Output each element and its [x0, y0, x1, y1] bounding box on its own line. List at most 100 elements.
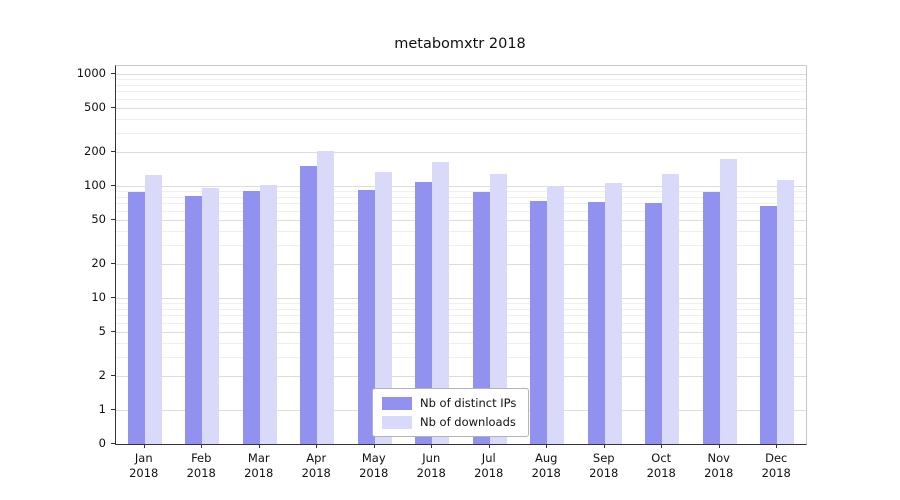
x-axis-tick-label: Aug 2018	[531, 451, 561, 480]
x-axis-tick-label: Oct 2018	[646, 451, 676, 480]
x-axis-tick-label: Dec 2018	[761, 451, 791, 480]
x-axis-tick-label: Jul 2018	[474, 451, 504, 480]
minor-gridline	[116, 315, 806, 317]
bar-downloads	[547, 186, 565, 444]
y-axis-tick-mark	[111, 106, 115, 108]
y-axis-tick-mark	[111, 409, 115, 410]
major-gridline	[116, 219, 806, 221]
x-axis-tick-label: Jun 2018	[416, 451, 446, 480]
y-axis-tick-mark	[111, 443, 115, 444]
bar-downloads	[202, 187, 220, 444]
legend-entry-distinct-ips: Nb of distinct IPs	[382, 396, 516, 410]
minor-gridline	[116, 230, 806, 232]
minor-gridline	[116, 118, 806, 120]
y-axis-tick-mark	[111, 73, 115, 74]
y-axis-tick-mark	[111, 185, 115, 186]
minor-gridline	[116, 308, 806, 310]
bar-distinct-ips	[702, 192, 720, 444]
minor-gridline	[116, 322, 806, 324]
x-axis-tick-label: Feb 2018	[186, 451, 216, 480]
x-axis-tick-label: May 2018	[359, 451, 389, 480]
bar-downloads	[144, 175, 162, 444]
legend-label-downloads: Nb of downloads	[420, 415, 516, 429]
x-axis-tick-label: Nov 2018	[704, 451, 734, 480]
bar-distinct-ips	[357, 189, 375, 444]
minor-gridline	[116, 356, 806, 358]
y-axis-tick-label: 5	[98, 323, 106, 338]
x-axis-tick-label: Apr 2018	[301, 451, 331, 480]
y-axis-tick-label: 2	[98, 368, 106, 383]
bar-downloads	[489, 173, 507, 444]
y-axis-tick-mark	[111, 218, 115, 220]
minor-gridline	[116, 132, 806, 134]
x-axis-tick-mark	[661, 444, 663, 448]
bar-distinct-ips	[185, 195, 203, 444]
minor-gridline	[116, 196, 806, 198]
y-axis-tick-mark	[111, 263, 115, 265]
x-axis-tick-mark	[316, 444, 318, 448]
x-axis-tick-mark	[718, 444, 720, 448]
bar-downloads	[662, 173, 680, 444]
x-axis-tick-label: Jan 2018	[129, 451, 159, 480]
bar-downloads	[432, 161, 450, 444]
major-gridline	[116, 107, 806, 109]
x-axis-tick-label: Sep 2018	[589, 451, 619, 480]
x-axis-tick-mark	[776, 444, 778, 448]
y-axis-tick-label: 0	[98, 436, 106, 450]
y-axis-tick-label: 50	[91, 211, 106, 226]
x-axis-tick-mark	[201, 444, 203, 448]
y-axis-tick-mark	[111, 330, 115, 332]
legend-swatch-downloads	[382, 415, 412, 429]
bar-downloads	[374, 172, 392, 444]
bar-distinct-ips	[127, 192, 145, 444]
minor-gridline	[116, 210, 806, 212]
minor-gridline	[116, 79, 806, 81]
y-axis-tick-mark	[111, 151, 115, 153]
major-gridline	[116, 298, 806, 299]
y-axis-tick-label: 10	[91, 290, 106, 304]
x-axis-tick-label: Mar 2018	[244, 451, 274, 480]
bar-downloads	[317, 151, 335, 444]
major-gridline	[116, 331, 806, 333]
minor-gridline	[116, 98, 806, 100]
y-axis-tick-label: 1	[98, 402, 106, 416]
legend-entry-downloads: Nb of downloads	[382, 415, 516, 429]
y-axis-tick-label: 500	[84, 99, 106, 114]
major-gridline	[116, 264, 806, 266]
y-axis-tick-label: 200	[84, 144, 106, 159]
bar-distinct-ips	[587, 201, 605, 444]
x-axis-tick-mark	[488, 444, 490, 448]
minor-gridline	[116, 84, 806, 86]
minor-gridline	[116, 191, 806, 193]
plot-area	[115, 65, 807, 445]
bar-distinct-ips	[530, 200, 548, 444]
bar-distinct-ips	[760, 206, 778, 444]
bar-downloads	[777, 180, 795, 444]
bar-distinct-ips	[645, 203, 663, 444]
bar-distinct-ips	[415, 182, 433, 444]
legend: Nb of distinct IPs Nb of downloads	[372, 388, 530, 437]
y-axis-tick-label: 20	[91, 256, 106, 271]
x-axis-tick-mark	[546, 444, 548, 448]
legend-swatch-distinct-ips	[382, 396, 412, 410]
legend-label-distinct-ips: Nb of distinct IPs	[420, 396, 517, 410]
y-axis-tick-mark	[111, 375, 115, 377]
minor-gridline	[116, 91, 806, 93]
major-gridline	[116, 376, 806, 378]
bar-downloads	[259, 184, 277, 444]
y-axis-tick-label: 100	[84, 178, 106, 192]
x-axis-tick-mark	[431, 444, 433, 448]
bar-distinct-ips	[242, 190, 260, 444]
major-gridline	[116, 186, 806, 187]
chart-title: metabomxtr 2018	[394, 36, 526, 52]
minor-gridline	[116, 342, 806, 344]
y-axis-tick-label: 1000	[76, 66, 106, 80]
y-axis-tick-mark	[111, 297, 115, 298]
bar-distinct-ips	[300, 166, 318, 444]
bar-downloads	[719, 158, 737, 444]
x-axis-tick-mark	[603, 444, 605, 448]
x-axis-tick-mark	[258, 444, 260, 448]
x-axis-tick-mark	[143, 444, 145, 448]
minor-gridline	[116, 244, 806, 246]
